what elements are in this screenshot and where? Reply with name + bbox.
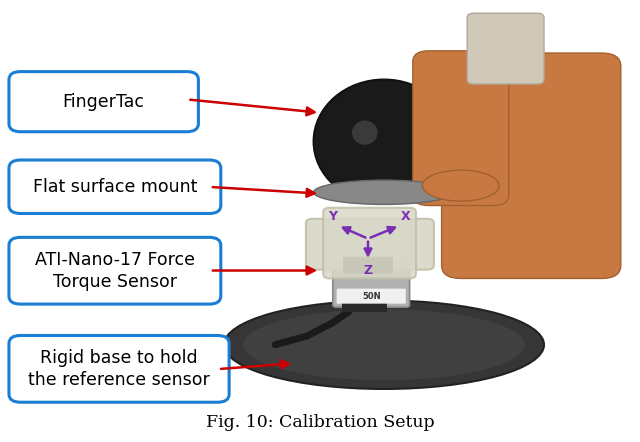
FancyBboxPatch shape bbox=[413, 51, 509, 206]
Ellipse shape bbox=[314, 180, 454, 204]
FancyBboxPatch shape bbox=[337, 289, 406, 304]
FancyBboxPatch shape bbox=[9, 160, 221, 213]
Ellipse shape bbox=[224, 301, 544, 389]
FancyBboxPatch shape bbox=[323, 208, 416, 278]
Text: Z: Z bbox=[364, 264, 372, 277]
FancyBboxPatch shape bbox=[442, 53, 621, 278]
Text: Fig. 10: Calibration Setup: Fig. 10: Calibration Setup bbox=[205, 414, 435, 431]
Text: FingerTac: FingerTac bbox=[63, 93, 145, 110]
Ellipse shape bbox=[422, 170, 499, 201]
Bar bbox=[179, 9, 627, 415]
Text: Rigid base to hold
the reference sensor: Rigid base to hold the reference sensor bbox=[28, 349, 210, 389]
Ellipse shape bbox=[243, 309, 525, 380]
Text: Y: Y bbox=[328, 210, 337, 223]
Bar bbox=[342, 302, 387, 312]
FancyBboxPatch shape bbox=[9, 72, 198, 132]
FancyBboxPatch shape bbox=[9, 335, 229, 402]
FancyBboxPatch shape bbox=[343, 257, 393, 274]
Ellipse shape bbox=[352, 121, 378, 145]
Text: X: X bbox=[400, 210, 410, 223]
Ellipse shape bbox=[314, 80, 454, 203]
FancyBboxPatch shape bbox=[9, 237, 221, 304]
FancyBboxPatch shape bbox=[306, 219, 434, 270]
FancyBboxPatch shape bbox=[467, 13, 544, 84]
Text: Flat surface mount: Flat surface mount bbox=[33, 178, 197, 196]
Text: ATI-Nano-17 Force
Torque Sensor: ATI-Nano-17 Force Torque Sensor bbox=[35, 251, 195, 291]
FancyBboxPatch shape bbox=[333, 261, 410, 307]
Text: 50N: 50N bbox=[362, 292, 381, 301]
